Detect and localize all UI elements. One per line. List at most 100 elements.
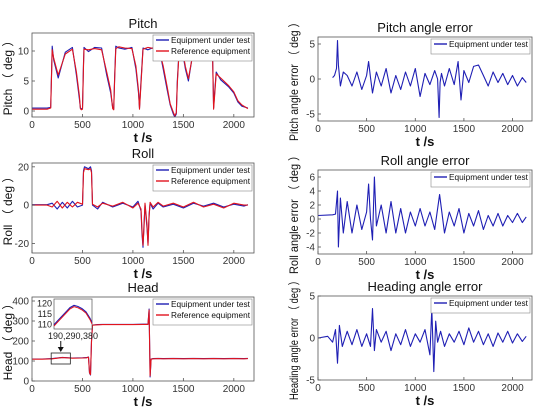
y-tick-label: -5 bbox=[306, 376, 315, 387]
y-axis-label: Heading angle error （ deg ） bbox=[287, 276, 301, 400]
inset-y-tick-label: 120 bbox=[37, 298, 52, 308]
axes-box bbox=[31, 296, 255, 382]
legend-label: Equipment under test bbox=[449, 39, 529, 49]
x-tick-label: 2000 bbox=[223, 120, 246, 131]
zoom-region-box bbox=[50, 352, 71, 365]
x-tick-label: 1000 bbox=[404, 124, 427, 135]
legend-box bbox=[152, 298, 253, 326]
y-tick-label: 6 bbox=[309, 173, 315, 184]
chart-title: Heading angle error bbox=[368, 279, 484, 294]
x-axis-label: t /s bbox=[416, 134, 435, 149]
x-tick-label: 1000 bbox=[122, 384, 145, 395]
y-tick-label: 4 bbox=[309, 187, 315, 198]
x-tick-label: 1500 bbox=[172, 384, 195, 395]
x-axis-label: t /s bbox=[416, 267, 435, 282]
x-tick-label: 0 bbox=[315, 257, 321, 268]
y-tick-label: 5 bbox=[309, 292, 315, 303]
legend-label: Reference equipment bbox=[171, 176, 251, 186]
x-axis-label: t /s bbox=[134, 394, 153, 409]
legend: Equipment under test bbox=[430, 38, 531, 55]
inset-line-reference bbox=[53, 306, 93, 327]
plot-area bbox=[32, 308, 248, 378]
y-axis-label: Pitch angle error （ deg ） bbox=[287, 17, 301, 141]
y-tick-label: 100 bbox=[12, 357, 29, 368]
axes-box bbox=[31, 162, 255, 254]
plot-area bbox=[332, 39, 527, 119]
x-tick-label: 0 bbox=[29, 384, 35, 395]
axes-box bbox=[31, 32, 255, 118]
chart-roll: Roll 0 500 1000 1500 2000 -20 0 20 t /s Roll （ deg… bbox=[1, 146, 255, 281]
y-tick-label: -20 bbox=[15, 239, 30, 250]
legend-label: Reference equipment bbox=[171, 310, 251, 320]
plot-area bbox=[318, 176, 527, 248]
chart-title: Pitch angle error bbox=[377, 20, 473, 35]
series-line-test bbox=[332, 39, 527, 119]
y-tick-label: 0 bbox=[309, 334, 315, 345]
x-tick-label: 0 bbox=[315, 124, 321, 135]
series-line-reference bbox=[32, 168, 248, 246]
chart-roll-error: Roll angle error 0 500 1000 1500 2000 -4 -2 0 2 4 6… bbox=[287, 150, 533, 282]
inset-line-test bbox=[53, 304, 93, 326]
plot-area bbox=[318, 308, 527, 373]
legend-label: Equipment under test bbox=[171, 35, 251, 45]
y-tick-label: 300 bbox=[12, 317, 29, 328]
inset-box bbox=[53, 298, 93, 330]
chart-title: Roll bbox=[132, 146, 155, 161]
x-axis-label: t /s bbox=[416, 393, 435, 408]
zoom-arrow-head bbox=[57, 347, 64, 352]
y-tick-label: 0 bbox=[309, 75, 315, 86]
y-tick-label: 0 bbox=[309, 215, 315, 226]
x-tick-label: 500 bbox=[358, 257, 375, 268]
y-tick-label: -4 bbox=[306, 243, 315, 254]
legend-box bbox=[430, 297, 531, 314]
chart-pitch: Pitch 0 500 1000 1500 2000 0 5 10 t /s Pitch （ deg… bbox=[1, 16, 255, 145]
chart-title: Head bbox=[127, 280, 158, 295]
x-tick-label: 2000 bbox=[501, 257, 524, 268]
chart-head: Head 0 500 1000 1500 2000 0 100 200 300 400 t /s Hea… bbox=[1, 280, 255, 409]
y-tick-label: 0 bbox=[23, 107, 29, 118]
y-axis-label: Head （ deg ） bbox=[1, 298, 15, 381]
chart-title: Roll angle error bbox=[381, 153, 471, 168]
x-tick-label: 0 bbox=[315, 383, 321, 394]
x-tick-label: 1500 bbox=[172, 256, 195, 267]
legend-box bbox=[430, 38, 531, 55]
y-tick-label: -5 bbox=[306, 110, 315, 121]
y-axis-label: Roll angle error （ deg ） bbox=[287, 150, 301, 274]
series-line-test bbox=[318, 176, 527, 248]
x-tick-label: 1500 bbox=[453, 257, 476, 268]
x-tick-label: 1000 bbox=[404, 383, 427, 394]
x-tick-label: 2000 bbox=[501, 124, 524, 135]
chart-title: Pitch bbox=[129, 16, 158, 31]
x-tick-label: 0 bbox=[29, 256, 35, 267]
plot-area bbox=[32, 166, 249, 248]
x-tick-label: 500 bbox=[74, 256, 91, 267]
axes-box bbox=[317, 169, 533, 255]
x-tick-label: 500 bbox=[74, 120, 91, 131]
y-tick-label: 2 bbox=[309, 201, 315, 212]
x-tick-label: 1500 bbox=[172, 120, 195, 131]
y-axis-label: Roll （ deg ） bbox=[1, 171, 15, 246]
legend-label: Reference equipment bbox=[171, 46, 251, 56]
y-tick-label: -2 bbox=[306, 229, 315, 240]
x-tick-label: 2000 bbox=[223, 384, 246, 395]
legend-label: Equipment under test bbox=[171, 299, 251, 309]
legend: Equipment under test bbox=[430, 297, 531, 314]
x-tick-label: 2000 bbox=[501, 383, 524, 394]
series-line-reference bbox=[32, 309, 248, 377]
legend-label: Equipment under test bbox=[449, 172, 529, 182]
x-tick-label: 2000 bbox=[223, 256, 246, 267]
y-tick-label: 0 bbox=[23, 201, 29, 212]
x-tick-label: 500 bbox=[358, 383, 375, 394]
inset-x-tick-labels: 190,290,380 bbox=[48, 331, 98, 341]
inset-y-tick-label: 110 bbox=[38, 320, 52, 330]
y-tick-label: 0 bbox=[23, 377, 29, 388]
legend-box bbox=[152, 164, 253, 192]
inset-y-tick-label: 115 bbox=[38, 309, 52, 319]
legend-label: Equipment under test bbox=[449, 298, 529, 308]
